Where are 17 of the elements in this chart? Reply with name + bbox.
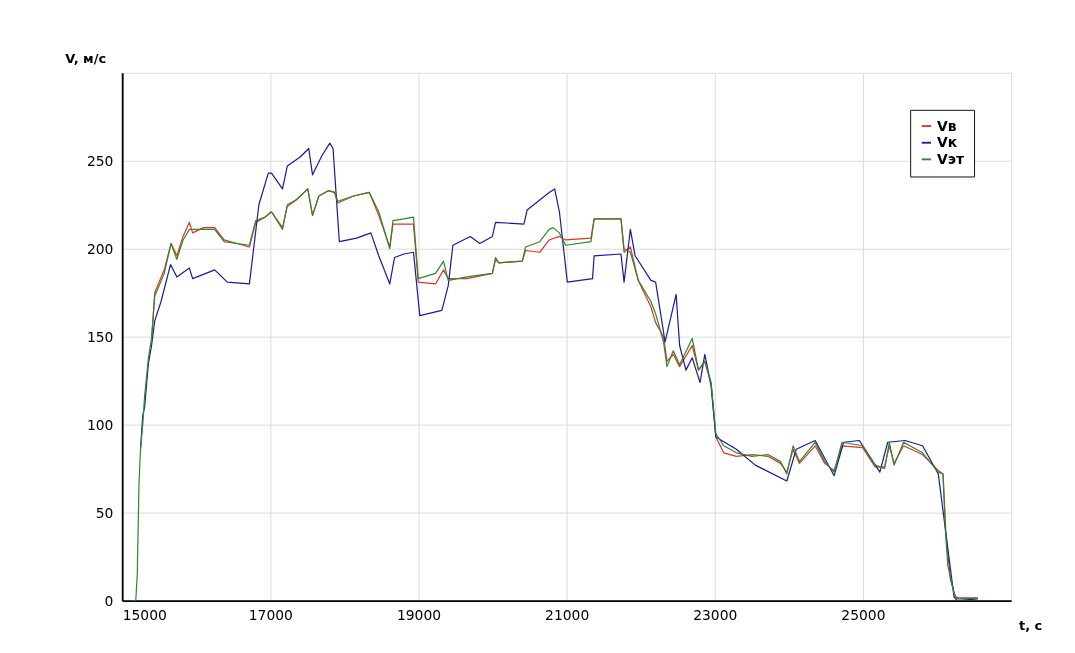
legend-label: Vэт [937,151,965,168]
y-tick-label: 100 [86,416,114,433]
y-tick-label: 250 [86,152,114,169]
x-tick-label: 17000 [248,606,293,623]
y-axis-title: V, м/с [65,51,107,67]
legend-label: Vв [937,117,957,134]
y-tick-label: 200 [86,240,114,257]
x-tick-label: 25000 [841,606,886,623]
x-axis-title: t, c [1018,617,1043,633]
x-tick-label: 19000 [396,606,442,623]
y-tick-label: 0 [104,592,114,609]
y-tick-label: 150 [86,328,114,345]
x-tick-label: 21000 [545,606,590,623]
x-tick-label: 15000 [122,606,167,623]
legend-label: Vк [937,134,958,151]
x-tick-label: 23000 [693,606,738,623]
y-tick-label: 50 [95,504,114,521]
